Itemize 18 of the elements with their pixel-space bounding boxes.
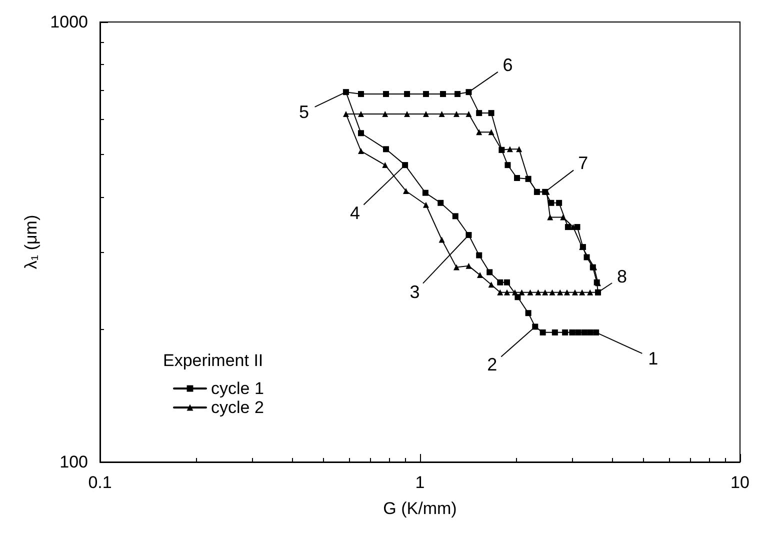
x-axis-title: G (K/mm) <box>383 499 457 518</box>
legend-label: cycle 1 <box>211 379 264 398</box>
annotation: 5 <box>298 102 309 122</box>
annotation: 1 <box>648 348 658 368</box>
annotation: 8 <box>617 266 628 286</box>
x-tick-label: 10 <box>730 473 750 492</box>
legend-title: Experiment II <box>163 351 264 370</box>
y-tick-label: 100 <box>60 452 88 472</box>
x-tick-label: 0.1 <box>88 473 112 492</box>
legend-label: cycle 2 <box>211 398 264 417</box>
annotation: 3 <box>410 282 420 302</box>
x-tick-label: 1 <box>415 473 425 492</box>
y-axis-title: λ₁ (μm) <box>21 214 40 270</box>
annotation: 4 <box>350 203 360 224</box>
annotation: 2 <box>487 354 498 375</box>
y-tick-label: 1000 <box>50 12 88 32</box>
annotation: 6 <box>502 55 513 76</box>
annotation: 7 <box>578 152 588 173</box>
